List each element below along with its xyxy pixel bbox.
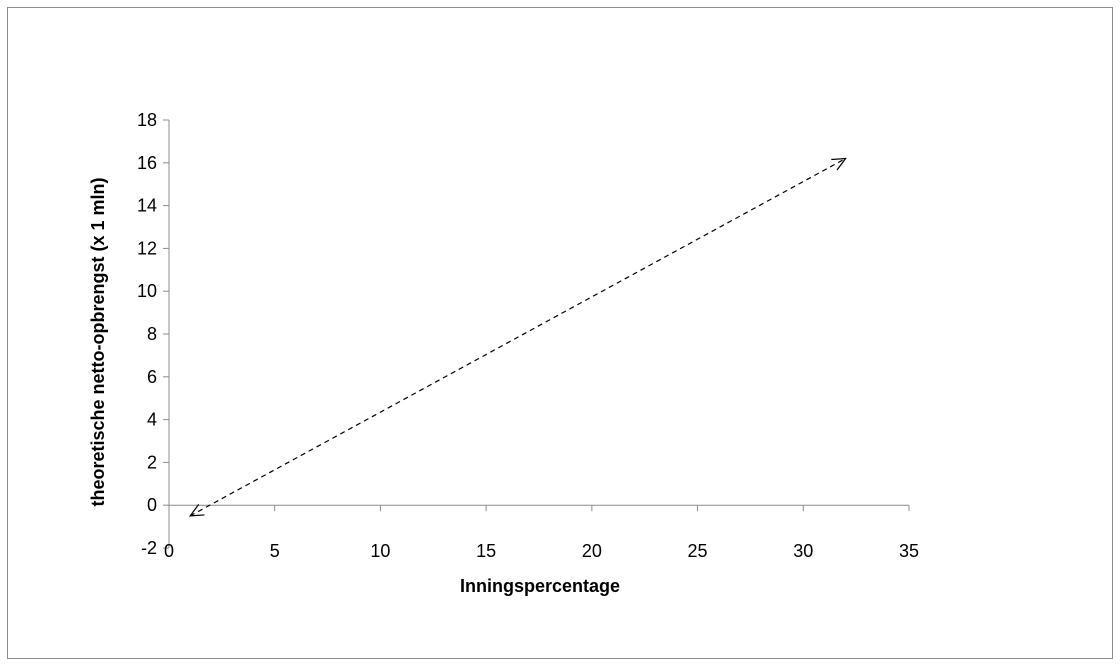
y-tick-label: 12 <box>137 238 157 258</box>
x-tick-label: 5 <box>270 541 280 561</box>
y-tick-label: 14 <box>137 196 157 216</box>
y-tick-label: 2 <box>147 452 157 472</box>
tick-labels: -2 0 2 4 6 8 10 12 14 16 18 0 5 10 15 20 25 30 35 <box>137 110 919 561</box>
x-tick-label: 15 <box>476 541 496 561</box>
y-tick-label: 10 <box>137 281 157 301</box>
x-tick-label: 10 <box>370 541 390 561</box>
x-axis-title: Inningspercentage <box>460 576 620 596</box>
x-tick-label: 0 <box>164 541 174 561</box>
y-tick-label: 0 <box>147 495 157 515</box>
y-tick-label: 18 <box>137 110 157 130</box>
x-tick-label: 30 <box>793 541 813 561</box>
x-tick-label: 20 <box>582 541 602 561</box>
series <box>188 157 847 517</box>
y-tick-label: 6 <box>147 367 157 387</box>
y-tick-label: 8 <box>147 324 157 344</box>
x-tick-label: 25 <box>688 541 708 561</box>
y-axis-title: theoretische netto-opbrengst (x 1 mln) <box>88 177 108 506</box>
y-tick-label: 4 <box>147 410 157 430</box>
y-tick-label: -2 <box>141 538 157 558</box>
y-tick-label: 16 <box>137 153 157 173</box>
axes <box>163 119 910 549</box>
x-tick-label: 35 <box>899 541 919 561</box>
series-line <box>188 157 847 517</box>
